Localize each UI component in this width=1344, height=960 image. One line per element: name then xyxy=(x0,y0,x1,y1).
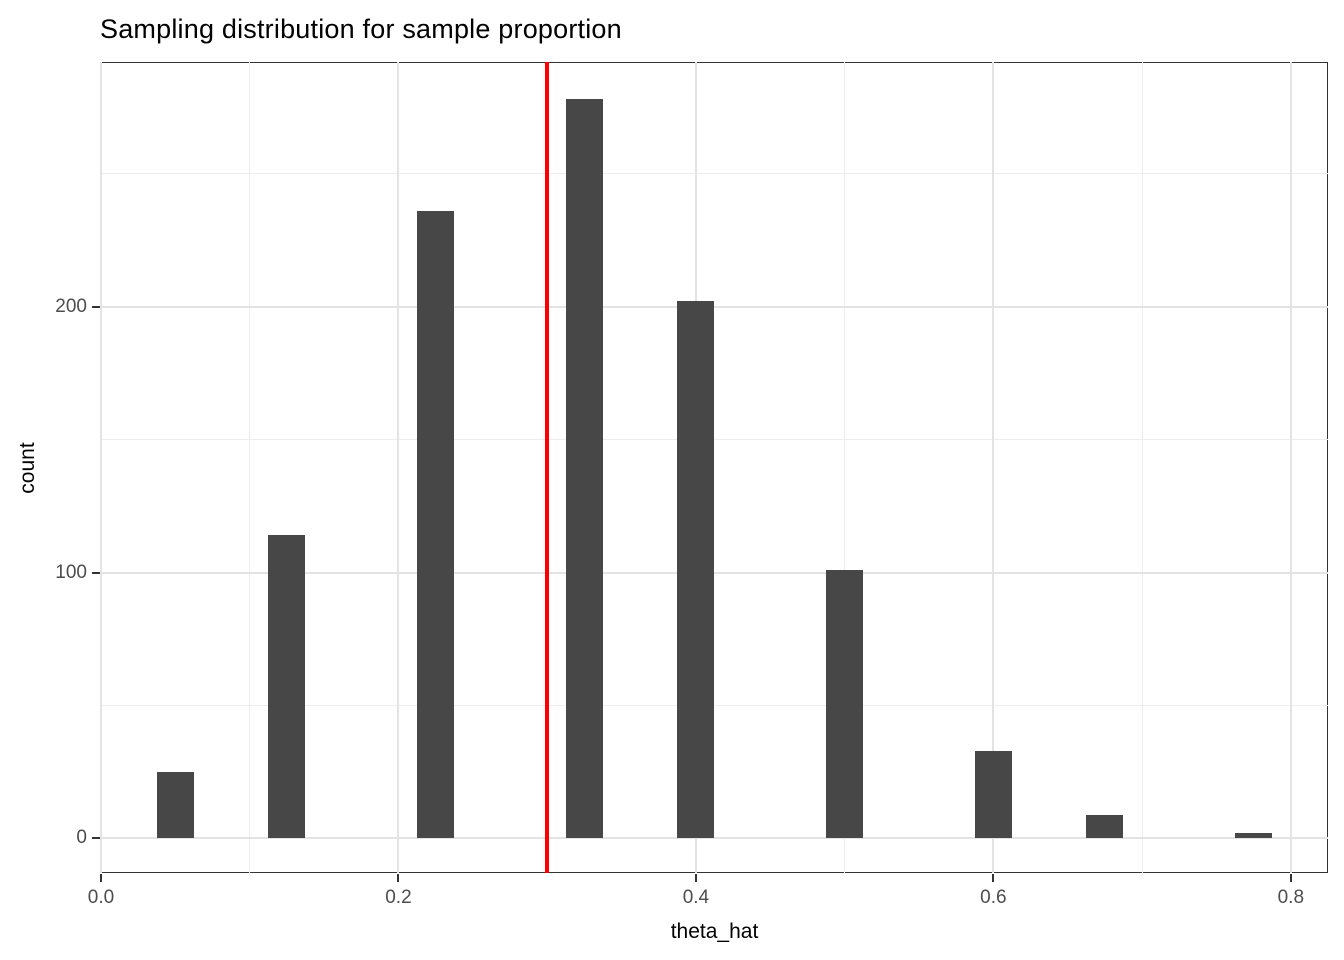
x-tick-label: 0.8 xyxy=(1277,887,1305,908)
x-axis-title: theta_hat xyxy=(670,920,759,943)
x-major-gridline xyxy=(992,62,995,873)
x-major-gridline xyxy=(100,62,102,873)
x-minor-gridline xyxy=(1141,62,1143,873)
x-minor-gridline xyxy=(844,62,846,873)
histogram-bar xyxy=(565,99,603,839)
histogram-bar xyxy=(268,535,306,839)
y-minor-gridline xyxy=(101,439,1328,441)
x-minor-gridline xyxy=(249,62,251,873)
y-minor-gridline xyxy=(101,704,1328,706)
x-major-gridline xyxy=(397,62,400,873)
x-tick-label: 0.6 xyxy=(980,887,1007,908)
y-major-gridline xyxy=(101,305,1328,308)
histogram-bar xyxy=(677,301,715,839)
plot-title: Sampling distribution for sample proport… xyxy=(100,14,622,44)
x-tick-mark xyxy=(397,874,400,882)
y-tick-label: 0 xyxy=(76,827,87,849)
y-major-gridline xyxy=(101,571,1328,574)
x-tick-mark xyxy=(1289,874,1292,882)
y-tick-label: 100 xyxy=(55,561,87,583)
histogram-bar xyxy=(417,210,455,839)
y-axis-title: count xyxy=(16,441,39,494)
plot-panel xyxy=(101,62,1328,873)
histogram-bar xyxy=(156,771,194,839)
x-tick-label: 0.4 xyxy=(682,887,710,908)
y-tick-label: 200 xyxy=(55,295,87,317)
x-major-gridline xyxy=(1289,62,1292,873)
reference-vline xyxy=(545,62,550,873)
histogram-bar xyxy=(974,750,1012,839)
x-tick-mark xyxy=(694,874,697,882)
histogram-bar xyxy=(1235,833,1273,839)
histogram-bar xyxy=(826,569,864,839)
x-tick-mark xyxy=(100,874,102,882)
y-minor-gridline xyxy=(101,173,1328,175)
y-tick-mark xyxy=(92,837,100,840)
y-major-gridline xyxy=(101,837,1328,840)
x-tick-label: 0.2 xyxy=(385,887,412,908)
y-tick-mark xyxy=(92,571,100,574)
x-tick-mark xyxy=(992,874,995,882)
y-tick-mark xyxy=(92,305,100,308)
x-tick-label: 0.0 xyxy=(87,887,115,908)
histogram-bar xyxy=(1086,814,1124,839)
